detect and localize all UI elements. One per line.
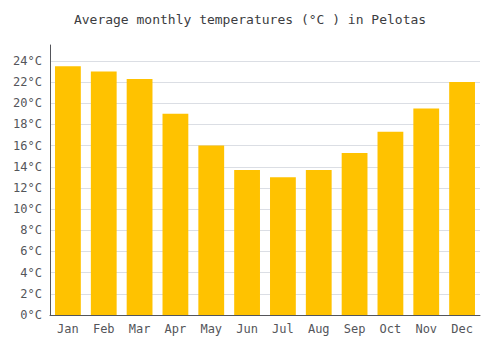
svg-text:2°C: 2°C: [20, 287, 42, 301]
svg-text:14°C: 14°C: [13, 160, 42, 174]
svg-text:4°C: 4°C: [20, 266, 42, 280]
svg-text:12°C: 12°C: [13, 181, 42, 195]
svg-text:18°C: 18°C: [13, 117, 42, 131]
svg-text:Dec: Dec: [451, 322, 473, 336]
svg-text:Feb: Feb: [93, 322, 115, 336]
svg-text:20°C: 20°C: [13, 96, 42, 110]
svg-text:Average monthly temperatures (: Average monthly temperatures (°C ) in Pe…: [74, 12, 426, 27]
svg-text:Nov: Nov: [415, 322, 437, 336]
svg-text:Mar: Mar: [129, 322, 151, 336]
svg-text:Jun: Jun: [236, 322, 258, 336]
svg-text:0°C: 0°C: [20, 308, 42, 322]
svg-text:6°C: 6°C: [20, 244, 42, 258]
svg-text:May: May: [200, 322, 222, 336]
svg-text:Jan: Jan: [57, 322, 79, 336]
svg-text:8°C: 8°C: [20, 223, 42, 237]
svg-text:10°C: 10°C: [13, 202, 42, 216]
svg-text:Apr: Apr: [165, 322, 187, 336]
svg-text:24°C: 24°C: [13, 54, 42, 68]
svg-text:Sep: Sep: [344, 322, 366, 336]
svg-text:16°C: 16°C: [13, 139, 42, 153]
svg-text:Aug: Aug: [308, 322, 330, 336]
svg-text:Jul: Jul: [272, 322, 294, 336]
svg-text:Oct: Oct: [380, 322, 402, 336]
svg-text:22°C: 22°C: [13, 75, 42, 89]
